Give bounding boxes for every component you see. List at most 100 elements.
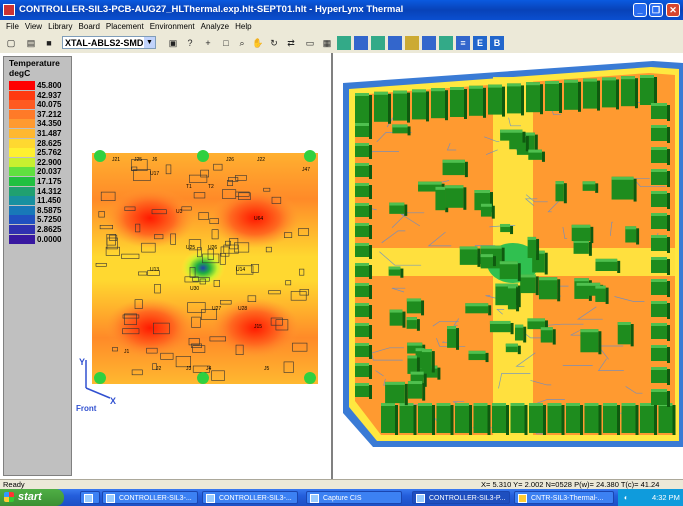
component-outline[interactable] <box>229 238 239 250</box>
component-block[interactable] <box>355 383 372 399</box>
component-block[interactable] <box>507 83 524 116</box>
menu-help[interactable]: Help <box>235 22 252 31</box>
component-outline[interactable] <box>191 343 202 348</box>
component-outline[interactable] <box>213 280 220 287</box>
component-outline[interactable] <box>121 253 140 259</box>
task-controller-1[interactable]: CONTROLLER-SIL3-... <box>102 491 198 504</box>
component-block[interactable] <box>595 285 609 304</box>
analyze-icon[interactable] <box>439 36 453 50</box>
toggle-e-icon[interactable]: E <box>473 36 487 50</box>
component-block[interactable] <box>538 277 561 302</box>
component-outline[interactable] <box>193 192 206 199</box>
component-block[interactable] <box>573 239 592 256</box>
component-block[interactable] <box>450 87 467 119</box>
component-block[interactable] <box>406 298 425 316</box>
component-block[interactable] <box>500 223 514 235</box>
view-side-icon[interactable] <box>371 36 385 50</box>
zoom-icon[interactable]: ⌕ <box>239 38 245 48</box>
component-outline[interactable] <box>219 253 226 265</box>
menu-analyze[interactable]: Analyze <box>200 22 230 31</box>
component-outline[interactable] <box>263 187 271 192</box>
component-block[interactable] <box>455 403 472 435</box>
task-controller-active[interactable]: CONTROLLER-SIL3-P... <box>412 491 510 504</box>
component-block[interactable] <box>625 226 640 245</box>
component-outline[interactable] <box>227 180 233 187</box>
thermal-board-map[interactable]: J21 J25 J6 J26 J22 J47 U17 T1 T2 U64 U3 U25 U26 U13 U1… <box>0 53 333 479</box>
component-outline[interactable] <box>124 206 136 211</box>
component-outline[interactable] <box>133 169 151 181</box>
menu-board[interactable]: Board <box>78 22 100 31</box>
report-icon[interactable]: ≡ <box>456 36 470 50</box>
component-block[interactable] <box>651 367 670 385</box>
component-block[interactable] <box>651 125 670 143</box>
component-outline[interactable] <box>235 344 244 356</box>
component-outline[interactable] <box>106 234 117 246</box>
component-block[interactable] <box>527 318 548 332</box>
component-outline[interactable] <box>220 246 230 257</box>
thermal-map-view[interactable]: Temperature degC 45.800 42.937 40.075 37.212… <box>0 53 333 479</box>
component-outline[interactable] <box>270 317 283 326</box>
component-block[interactable] <box>603 403 620 435</box>
component-block[interactable] <box>374 91 391 124</box>
component-block[interactable] <box>355 363 372 379</box>
app-icon[interactable] <box>3 4 15 16</box>
component-block[interactable] <box>407 381 426 401</box>
component-block[interactable] <box>465 303 492 316</box>
component-outline[interactable] <box>124 313 137 325</box>
task-controller-2[interactable]: CONTROLLER-SIL3-... <box>202 491 298 504</box>
component-block[interactable] <box>355 203 372 219</box>
component-outline[interactable] <box>181 206 192 211</box>
menu-environment[interactable]: Environment <box>149 22 195 31</box>
component-block[interactable] <box>468 350 489 363</box>
component-block[interactable] <box>540 327 556 345</box>
component-outline[interactable] <box>268 290 281 295</box>
component-outline[interactable] <box>201 309 217 320</box>
component-block[interactable] <box>385 381 408 406</box>
component-block[interactable] <box>527 236 540 261</box>
component-block[interactable] <box>421 349 435 373</box>
save-icon[interactable]: ■ <box>46 38 52 48</box>
new-file-icon[interactable]: ▢ <box>6 38 16 48</box>
component-outline[interactable] <box>154 284 161 294</box>
component-outline[interactable] <box>138 271 148 276</box>
component-outline[interactable] <box>187 302 206 313</box>
component-outline[interactable] <box>209 336 226 342</box>
component-outline[interactable] <box>223 244 239 254</box>
component-outline[interactable] <box>283 232 293 238</box>
component-block[interactable] <box>510 403 528 435</box>
component-outline[interactable] <box>188 338 200 346</box>
component-outline[interactable] <box>146 347 158 354</box>
component-block[interactable] <box>355 303 372 319</box>
component-outline[interactable] <box>225 240 231 246</box>
component-outline[interactable] <box>292 342 308 352</box>
component-outline[interactable] <box>134 299 143 309</box>
close-button[interactable]: ✕ <box>666 3 680 17</box>
component-outline[interactable] <box>222 189 237 199</box>
component-outline[interactable] <box>200 169 209 178</box>
layer-icon[interactable] <box>422 36 436 50</box>
component-block[interactable] <box>651 213 670 231</box>
component-outline[interactable] <box>290 291 307 301</box>
view-top-icon[interactable] <box>354 36 368 50</box>
component-block[interactable] <box>459 246 481 267</box>
component-block[interactable] <box>355 143 372 159</box>
maximize-button[interactable]: ❐ <box>649 3 663 17</box>
component-outline[interactable] <box>299 268 305 276</box>
component-block[interactable] <box>355 343 372 359</box>
component-outline[interactable] <box>154 234 164 240</box>
component-outline[interactable] <box>202 253 220 264</box>
component-block[interactable] <box>399 403 417 435</box>
component-block[interactable] <box>547 403 565 435</box>
component-block[interactable] <box>564 79 581 112</box>
component-block[interactable] <box>595 258 621 273</box>
menu-view[interactable]: View <box>24 22 43 31</box>
component-outline[interactable] <box>192 277 210 282</box>
component-outline[interactable] <box>175 356 192 368</box>
component-block[interactable] <box>602 77 619 110</box>
component-block[interactable] <box>651 169 670 187</box>
component-outline[interactable] <box>198 212 209 221</box>
view-3d-icon[interactable] <box>337 36 351 50</box>
component-block[interactable] <box>447 326 460 350</box>
component-outline[interactable] <box>234 242 250 253</box>
help-pointer-icon[interactable]: ? <box>187 38 193 48</box>
